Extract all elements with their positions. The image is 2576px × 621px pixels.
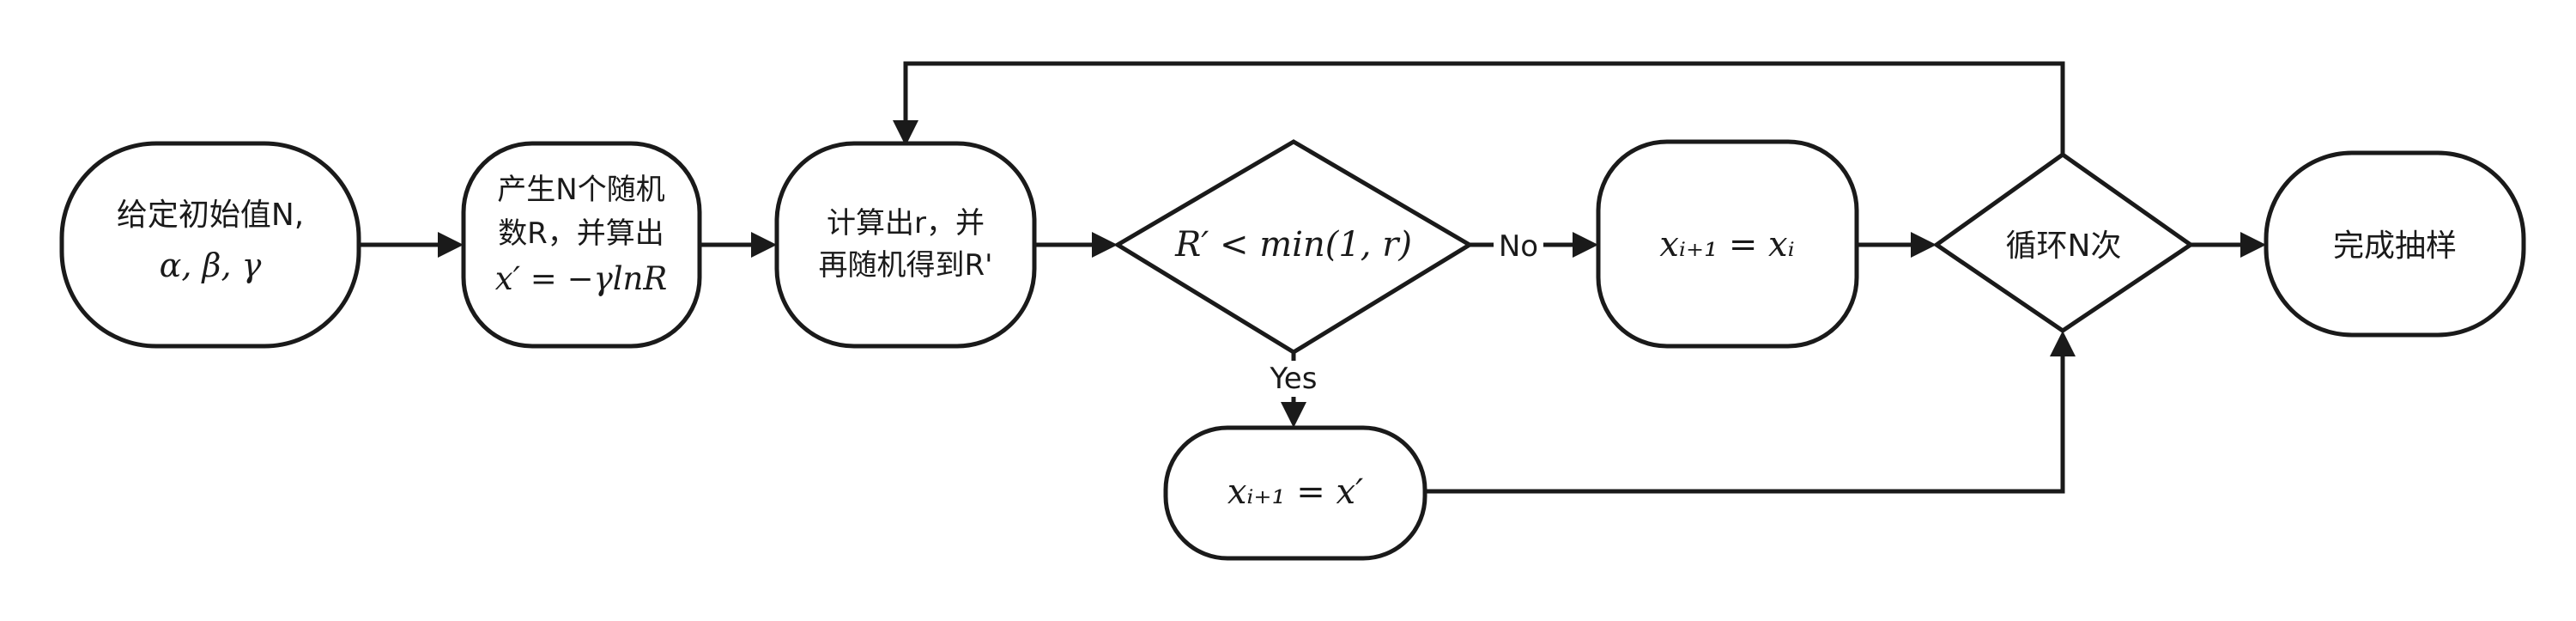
arrow-yes-to-loop	[1425, 356, 2065, 494]
generate-line3: x′ = −γlnR	[495, 260, 667, 297]
no-branch-text: xᵢ₊₁ = xᵢ	[1659, 225, 1794, 265]
arrow-loop-back-to-compute	[903, 61, 2065, 155]
node-init: 给定初始值N, α, β, γ	[59, 141, 361, 349]
node-no-branch: xᵢ₊₁ = xᵢ	[1596, 139, 1859, 349]
arrowhead-icon	[893, 120, 918, 146]
arrowhead-icon	[1281, 402, 1306, 428]
loop-text: 循环N次	[2006, 228, 2122, 264]
generate-line1: 产生N个随机	[497, 173, 664, 207]
arrowhead-icon	[1911, 232, 1937, 258]
arrowhead-icon	[1573, 232, 1598, 258]
arrowhead-icon	[438, 232, 464, 258]
arrowhead-icon	[2050, 331, 2076, 356]
edge-label-yes: Yes	[1270, 362, 1318, 396]
arrowhead-icon	[2240, 232, 2266, 258]
node-generate: 产生N个随机 数R，并算出 x′ = −γlnR	[461, 141, 702, 349]
compute-line2: 再随机得到R'	[819, 248, 993, 283]
node-loop: 循环N次	[1932, 151, 2195, 334]
generate-line2: 数R，并算出	[498, 216, 664, 251]
node-compute: 计算出r，并 再随机得到R'	[774, 141, 1037, 349]
init-line2: α, β, γ	[160, 247, 262, 284]
yes-branch-text: xᵢ₊₁ = x′	[1227, 472, 1363, 512]
done-text: 完成抽样	[2333, 228, 2457, 264]
node-done: 完成抽样	[2264, 150, 2526, 338]
connectors	[359, 61, 2266, 494]
arrowhead-icon	[1092, 232, 1118, 258]
init-line1: 给定初始值N,	[117, 198, 304, 233]
decision-text: R′ < min(1, r)	[1174, 225, 1412, 265]
node-decision: R′ < min(1, r)	[1113, 139, 1474, 355]
compute-line1: 计算出r，并	[827, 206, 985, 240]
edge-label-no: No	[1499, 229, 1538, 264]
arrowhead-icon	[751, 232, 777, 258]
node-yes-branch: xᵢ₊₁ = x′	[1163, 425, 1427, 561]
